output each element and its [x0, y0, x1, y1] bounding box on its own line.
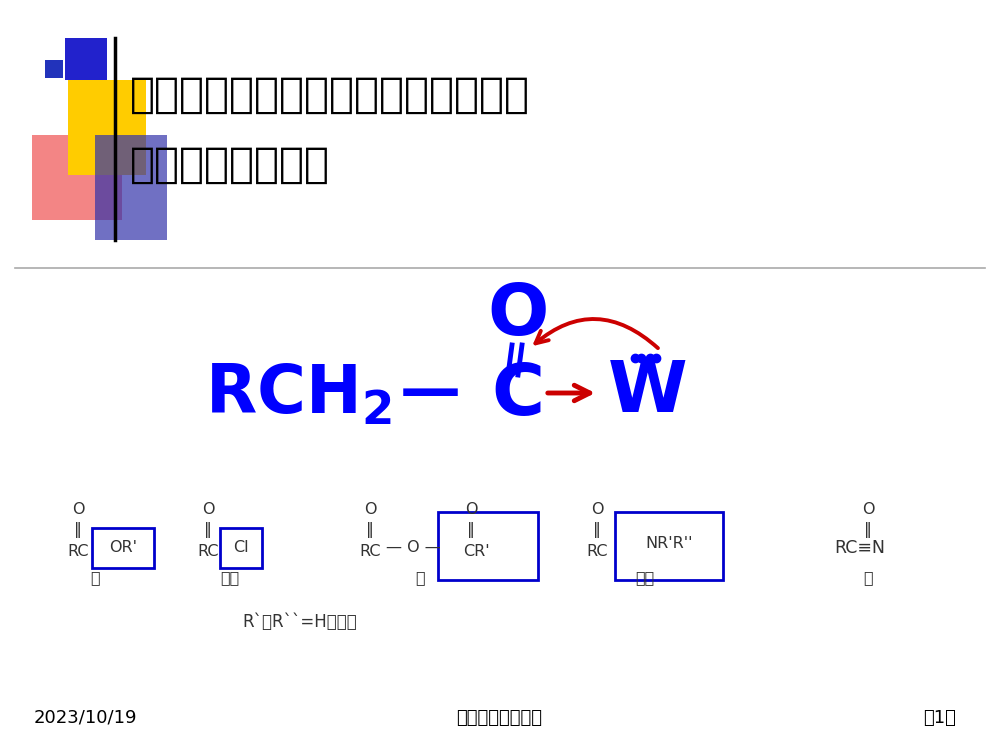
Text: ‖: ‖: [366, 522, 374, 538]
Text: 酐: 酐: [416, 571, 425, 586]
Bar: [65, 38, 107, 80]
Text: 羧酸衍生物在构造上的共同之处是分: 羧酸衍生物在构造上的共同之处是分: [130, 74, 530, 116]
Text: O: O: [202, 503, 214, 518]
Text: NR'R'': NR'R'': [645, 536, 692, 551]
Bar: [92, 528, 154, 568]
Text: 酰卤: 酰卤: [221, 571, 240, 586]
Text: O: O: [364, 503, 377, 518]
Text: 酰胺: 酰胺: [635, 571, 654, 586]
FancyArrowPatch shape: [535, 319, 658, 348]
Text: C: C: [492, 361, 544, 430]
Text: O: O: [862, 503, 874, 518]
Bar: [32, 135, 122, 220]
Bar: [615, 512, 723, 580]
Text: RC: RC: [67, 544, 89, 560]
Text: ‖: ‖: [204, 522, 212, 538]
Text: 2023/10/19: 2023/10/19: [33, 709, 137, 727]
Text: ‖: ‖: [467, 522, 475, 538]
Text: Cl: Cl: [233, 541, 249, 556]
Text: ‖: ‖: [74, 522, 82, 538]
Bar: [220, 528, 262, 568]
Text: $\mathbf{RCH_2}$: $\mathbf{RCH_2}$: [205, 362, 392, 428]
Text: 酯: 酯: [90, 571, 100, 586]
Text: OR': OR': [109, 541, 137, 556]
Text: O: O: [465, 503, 478, 518]
Text: ‖: ‖: [593, 522, 601, 538]
Text: O: O: [590, 503, 603, 518]
Bar: [438, 512, 538, 580]
Text: RC: RC: [360, 544, 381, 560]
Text: CR': CR': [463, 544, 490, 560]
Text: ‖: ‖: [864, 522, 872, 538]
Text: 子中均具有酰基。: 子中均具有酰基。: [130, 144, 330, 186]
Bar: [95, 135, 167, 240]
Text: — O —: — O —: [386, 541, 441, 556]
Text: 第1页: 第1页: [923, 709, 956, 727]
Text: O: O: [72, 503, 84, 518]
Text: RC≡N: RC≡N: [834, 539, 885, 557]
Bar: [68, 80, 146, 175]
Text: RC: RC: [197, 544, 219, 560]
Text: O: O: [488, 280, 548, 350]
Text: RC: RC: [586, 544, 607, 560]
Text: 腈: 腈: [863, 571, 873, 586]
Text: 温州医学院药学院: 温州医学院药学院: [456, 709, 542, 727]
Text: —: —: [400, 362, 461, 422]
Text: R`，R``=H或烃基: R`，R``=H或烃基: [243, 613, 358, 631]
Bar: [45, 60, 63, 78]
Text: W: W: [608, 358, 688, 428]
